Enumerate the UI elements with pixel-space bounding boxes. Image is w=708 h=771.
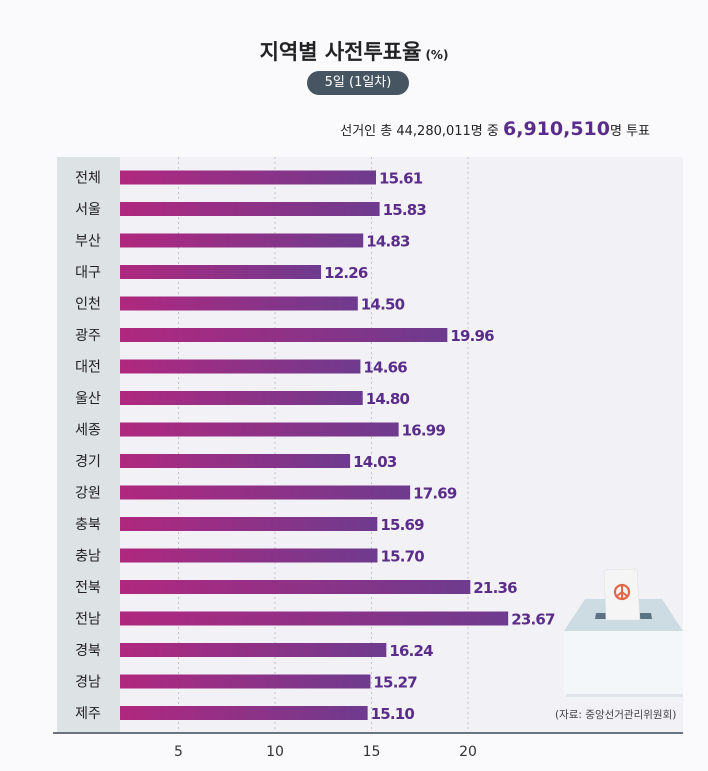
value-label: 17.69 <box>413 485 457 503</box>
value-label: 15.83 <box>383 201 427 219</box>
x-tick-label: 10 <box>266 744 284 760</box>
value-label: 15.61 <box>379 170 423 188</box>
category-label: 전체 <box>75 171 101 187</box>
chart-title: 지역별 사전투표율 (%) <box>0 36 708 66</box>
bar <box>120 485 411 500</box>
category-label: 울산 <box>75 391 101 407</box>
bar <box>120 643 387 657</box>
value-label: 19.96 <box>450 327 494 345</box>
x-tick-label: 15 <box>363 744 381 760</box>
category-label: 전남 <box>75 612 101 628</box>
bar <box>120 328 448 342</box>
bar <box>120 296 358 311</box>
bar <box>120 359 361 374</box>
category-label: 세종 <box>75 423 101 439</box>
title-unit: (%) <box>425 48 449 62</box>
source-note: (자료: 중앙선거관리위원회) <box>555 709 677 721</box>
category-label: 강원 <box>75 486 101 502</box>
value-label: 14.66 <box>363 359 407 377</box>
value-label: 15.27 <box>373 674 417 692</box>
category-label: 대구 <box>75 265 101 281</box>
value-label: 15.10 <box>371 705 415 723</box>
bar <box>120 391 363 405</box>
value-label: 23.67 <box>511 611 555 629</box>
category-label: 광주 <box>75 328 101 344</box>
value-label: 15.70 <box>380 548 424 566</box>
x-tick-label: 5 <box>174 744 183 760</box>
category-label: 충남 <box>75 549 101 565</box>
category-label: 부산 <box>75 234 101 250</box>
value-label: 21.36 <box>473 579 517 597</box>
bar <box>120 611 509 626</box>
category-label: 제주 <box>75 706 101 722</box>
category-label: 경남 <box>75 675 101 691</box>
bar <box>120 202 380 216</box>
summary-voter-count: 6,910,510 <box>503 118 610 140</box>
ballot-box-icon <box>564 568 683 697</box>
category-label: 충북 <box>75 517 101 533</box>
value-label: 14.50 <box>361 296 405 314</box>
title-text: 지역별 사전투표율 <box>259 40 422 64</box>
value-label: 15.69 <box>380 516 424 534</box>
value-label: 14.80 <box>366 390 410 408</box>
bar <box>120 233 364 248</box>
value-label: 14.83 <box>366 233 410 251</box>
value-label: 16.24 <box>389 642 433 660</box>
bar <box>120 517 378 531</box>
category-label: 경북 <box>75 643 101 659</box>
bar <box>120 674 371 689</box>
x-axis-line <box>53 732 683 734</box>
bar <box>120 548 378 563</box>
bar <box>120 265 322 279</box>
category-label: 인천 <box>75 297 101 313</box>
voter-summary: 선거인 총 44,280,011명 중 6,910,510명 투표 <box>340 118 650 140</box>
bar <box>120 170 377 185</box>
category-label-column <box>57 157 120 733</box>
bar <box>120 706 368 720</box>
date-badge: 5일 (1일차) <box>307 71 409 95</box>
x-tick-label: 20 <box>459 744 477 760</box>
category-label: 전북 <box>75 580 101 596</box>
summary-suffix: 명 투표 <box>609 124 650 139</box>
value-label: 16.99 <box>402 422 446 440</box>
value-label: 12.26 <box>324 264 368 282</box>
summary-prefix: 선거인 총 44,280,011명 중 <box>340 124 503 139</box>
bar <box>120 454 351 468</box>
value-label: 14.03 <box>353 453 397 471</box>
category-label: 대전 <box>75 360 101 376</box>
category-label: 경기 <box>75 454 101 470</box>
category-label: 서울 <box>75 202 101 218</box>
bar <box>120 580 471 594</box>
bar <box>120 422 399 437</box>
